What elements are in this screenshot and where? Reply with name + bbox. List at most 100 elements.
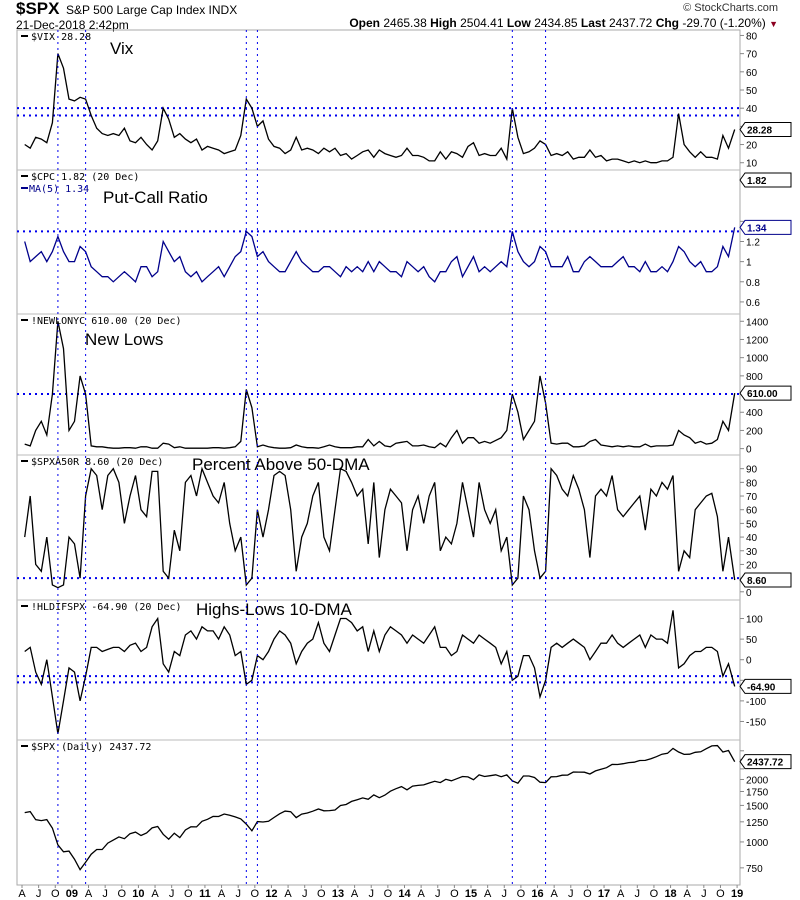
x-tick-label: J — [635, 888, 641, 900]
panel-title: Vix — [110, 39, 134, 58]
x-tick-label: J — [568, 888, 574, 900]
x-tick-label: O — [517, 888, 526, 900]
x-tick-label: O — [450, 888, 459, 900]
y-tick-label: 40 — [746, 104, 758, 115]
y-tick-label: -100 — [746, 697, 766, 708]
x-tick-label: A — [218, 888, 226, 900]
panel-legend: !HLDIFSPX -64.90 (20 Dec) — [31, 602, 182, 613]
x-tick-label: A — [85, 888, 93, 900]
last-value-tag: 1.34 — [747, 223, 767, 234]
top-value-tag: 1.82 — [747, 176, 767, 187]
top-value-tag-box — [739, 172, 792, 188]
y-tick-label: 1250 — [746, 818, 769, 829]
legend-swatch — [21, 319, 28, 321]
y-tick-label: 400 — [746, 408, 763, 419]
x-tick-label: A — [351, 888, 359, 900]
high-label: High — [430, 16, 457, 30]
x-tick-label: 10 — [132, 888, 144, 900]
x-tick-label: O — [317, 888, 326, 900]
low-label: Low — [506, 16, 531, 30]
series-line — [24, 610, 736, 734]
y-tick-label: 10 — [746, 159, 758, 170]
last-value-tag-box — [739, 678, 792, 694]
x-tick-label: A — [18, 888, 26, 900]
x-tick-label: J — [235, 888, 241, 900]
panel-legend: $VIX 28.28 — [31, 32, 91, 43]
panel-title: Put-Call Ratio — [103, 188, 208, 207]
legend-swatch — [21, 745, 28, 747]
y-tick-label: 70 — [746, 492, 758, 503]
last-value-tag: 8.60 — [747, 576, 767, 587]
x-tick-label: A — [484, 888, 492, 900]
y-tick-label: 200 — [746, 426, 763, 437]
legend-swatch — [21, 187, 28, 189]
x-tick-label: O — [583, 888, 592, 900]
y-tick-label: 0 — [746, 588, 752, 599]
panel-legend: $CPC 1.82 (20 Dec) — [31, 172, 139, 183]
y-tick-label: -150 — [746, 717, 766, 728]
x-tick-label: O — [251, 888, 260, 900]
y-tick-label: 50 — [746, 635, 758, 646]
x-tick-label: 14 — [398, 888, 411, 900]
x-tick-label: 17 — [598, 888, 610, 900]
series-line — [24, 227, 736, 283]
x-tick-label: 18 — [664, 888, 676, 900]
y-tick-label: 20 — [746, 141, 758, 152]
x-tick-label: J — [701, 888, 707, 900]
x-tick-label: O — [716, 888, 725, 900]
x-tick-label: J — [36, 888, 42, 900]
y-tick-label: 1200 — [746, 335, 769, 346]
x-tick-label: 12 — [265, 888, 277, 900]
series-line — [24, 744, 736, 871]
x-tick-label: O — [384, 888, 393, 900]
y-tick-label: 50 — [746, 519, 758, 530]
brand-link[interactable]: © StockCharts.com — [683, 2, 778, 14]
y-tick-label: 2000 — [746, 775, 769, 786]
triangle-down-icon: ▼ — [769, 19, 778, 29]
y-tick-label: 30 — [746, 547, 758, 558]
last-value-tag-box — [739, 572, 792, 588]
x-tick-label: A — [617, 888, 625, 900]
high-value: 2504.41 — [460, 16, 504, 30]
y-tick-label: 60 — [746, 68, 758, 79]
series-line — [24, 466, 736, 589]
x-tick-label: 19 — [731, 888, 743, 900]
last-value-tag: 2437.72 — [747, 758, 784, 769]
x-tick-label: A — [684, 888, 692, 900]
last-value-tag-box — [739, 385, 792, 401]
panel-title: Highs-Lows 10-DMA — [196, 600, 353, 619]
y-tick-label: 70 — [746, 50, 758, 61]
chg-label: Chg — [655, 16, 680, 30]
panel-legend: $SPXA50R 8.60 (20 Dec) — [31, 457, 163, 468]
panel-legend: !NEWLONYC 610.00 (20 Dec) — [31, 316, 182, 327]
symbol: $SPX — [16, 0, 60, 18]
x-tick-label: 15 — [465, 888, 477, 900]
y-tick-label: 0 — [746, 656, 752, 667]
y-tick-label: 1400 — [746, 317, 769, 328]
x-tick-label: A — [284, 888, 292, 900]
chg-value: -29.70 (-1.20%) — [682, 16, 766, 30]
open-label: Open — [349, 16, 381, 30]
quote-summary: Open 2465.38 High 2504.41 Low 2434.85 La… — [349, 17, 778, 31]
x-tick-label: J — [368, 888, 374, 900]
symbol-name: S&P 500 Large Cap Index INDX — [66, 3, 238, 17]
last-value-tag-box — [739, 121, 792, 137]
legend-swatch — [21, 460, 28, 462]
y-tick-label: 100 — [746, 615, 763, 626]
x-tick-label: J — [502, 888, 508, 900]
y-tick-label: 1500 — [746, 801, 769, 812]
x-tick-label: 09 — [66, 888, 78, 900]
y-tick-label: 0.8 — [746, 278, 760, 289]
x-tick-label: O — [184, 888, 193, 900]
last-value: 2437.72 — [608, 16, 653, 30]
x-tick-label: J — [169, 888, 175, 900]
last-value-tag-box — [739, 754, 792, 770]
x-tick-label: J — [435, 888, 441, 900]
legend-swatch — [21, 175, 28, 177]
last-value-tag-box — [739, 219, 792, 235]
y-tick-label: 40 — [746, 533, 758, 544]
y-tick-label: 80 — [746, 478, 758, 489]
y-tick-label: 90 — [746, 465, 758, 476]
x-tick-label: J — [302, 888, 308, 900]
